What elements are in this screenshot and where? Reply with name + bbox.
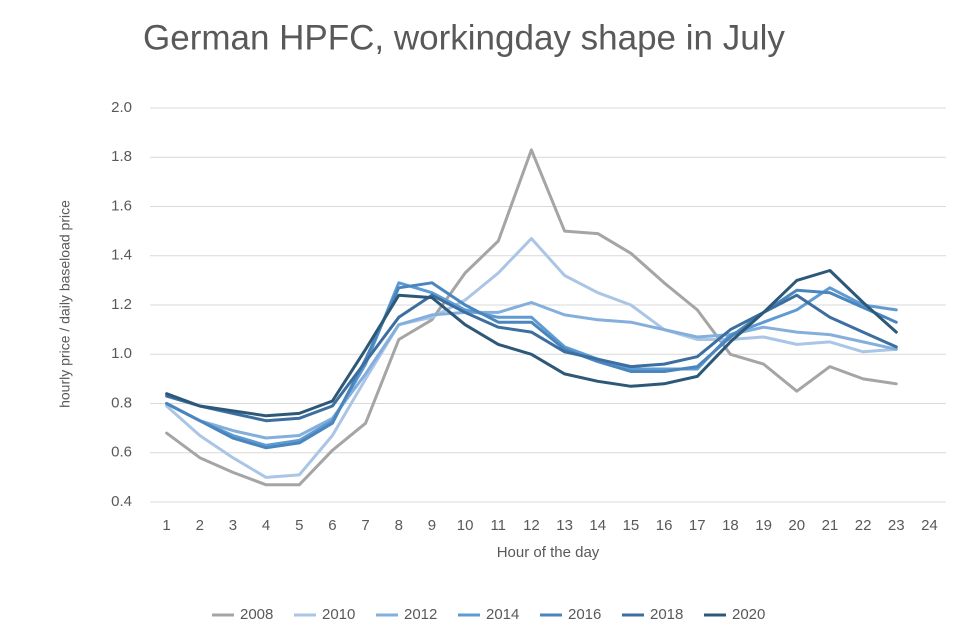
legend-label: 2008 [240,606,273,623]
y-tick-label: 1.8 [111,148,132,165]
legend-label: 2010 [322,606,355,623]
series-line [165,148,898,487]
x-tick-label: 22 [855,517,872,534]
x-tick-label: 17 [689,517,706,534]
x-tick-label: 5 [295,517,303,534]
series-line [165,293,898,423]
legend-label: 2018 [650,606,683,623]
x-tick-label: 18 [722,517,739,534]
y-axis-label: hourly price / daily baseload price [57,200,73,408]
x-tick-label: 9 [428,517,436,534]
y-tick-label: 1.4 [111,247,132,264]
y-tick-label: 1.0 [111,345,132,362]
y-tick-label: 2.0 [111,99,132,116]
x-tick-label: 13 [556,517,573,534]
x-tick-label: 2 [196,517,204,534]
x-tick-label: 20 [788,517,805,534]
x-tick-label: 23 [888,517,905,534]
x-tick-label: 15 [623,517,640,534]
x-axis-label: Hour of the day [497,544,600,561]
legend-label: 2020 [732,606,765,623]
legend-label: 2012 [404,606,437,623]
series-line [165,281,898,450]
x-tick-label: 12 [523,517,540,534]
y-tick-label: 1.2 [111,296,132,313]
x-tick-label: 8 [395,517,403,534]
series-line [165,301,898,440]
x-tick-label: 7 [361,517,369,534]
series-line [165,281,898,447]
x-tick-label: 11 [490,517,506,534]
x-tick-label: 16 [656,517,673,534]
x-tick-label: 19 [755,517,772,534]
x-tick-label: 24 [921,517,938,534]
y-tick-label: 0.8 [111,394,132,411]
series-line [165,269,898,418]
x-tick-label: 6 [328,517,336,534]
x-tick-label: 10 [457,517,474,534]
legend-label: 2016 [568,606,601,623]
y-tick-label: 0.4 [111,493,132,510]
x-tick-label: 14 [589,517,606,534]
x-tick-label: 3 [229,517,237,534]
series-line [165,237,898,479]
y-tick-label: 1.6 [111,197,132,214]
y-tick-label: 0.6 [111,444,132,461]
x-tick-label: 4 [262,517,270,534]
chart-title: German HPFC, workingday shape in July [143,18,785,57]
legend-label: 2014 [486,606,519,623]
x-tick-label: 1 [162,517,170,534]
x-tick-label: 21 [822,517,839,534]
